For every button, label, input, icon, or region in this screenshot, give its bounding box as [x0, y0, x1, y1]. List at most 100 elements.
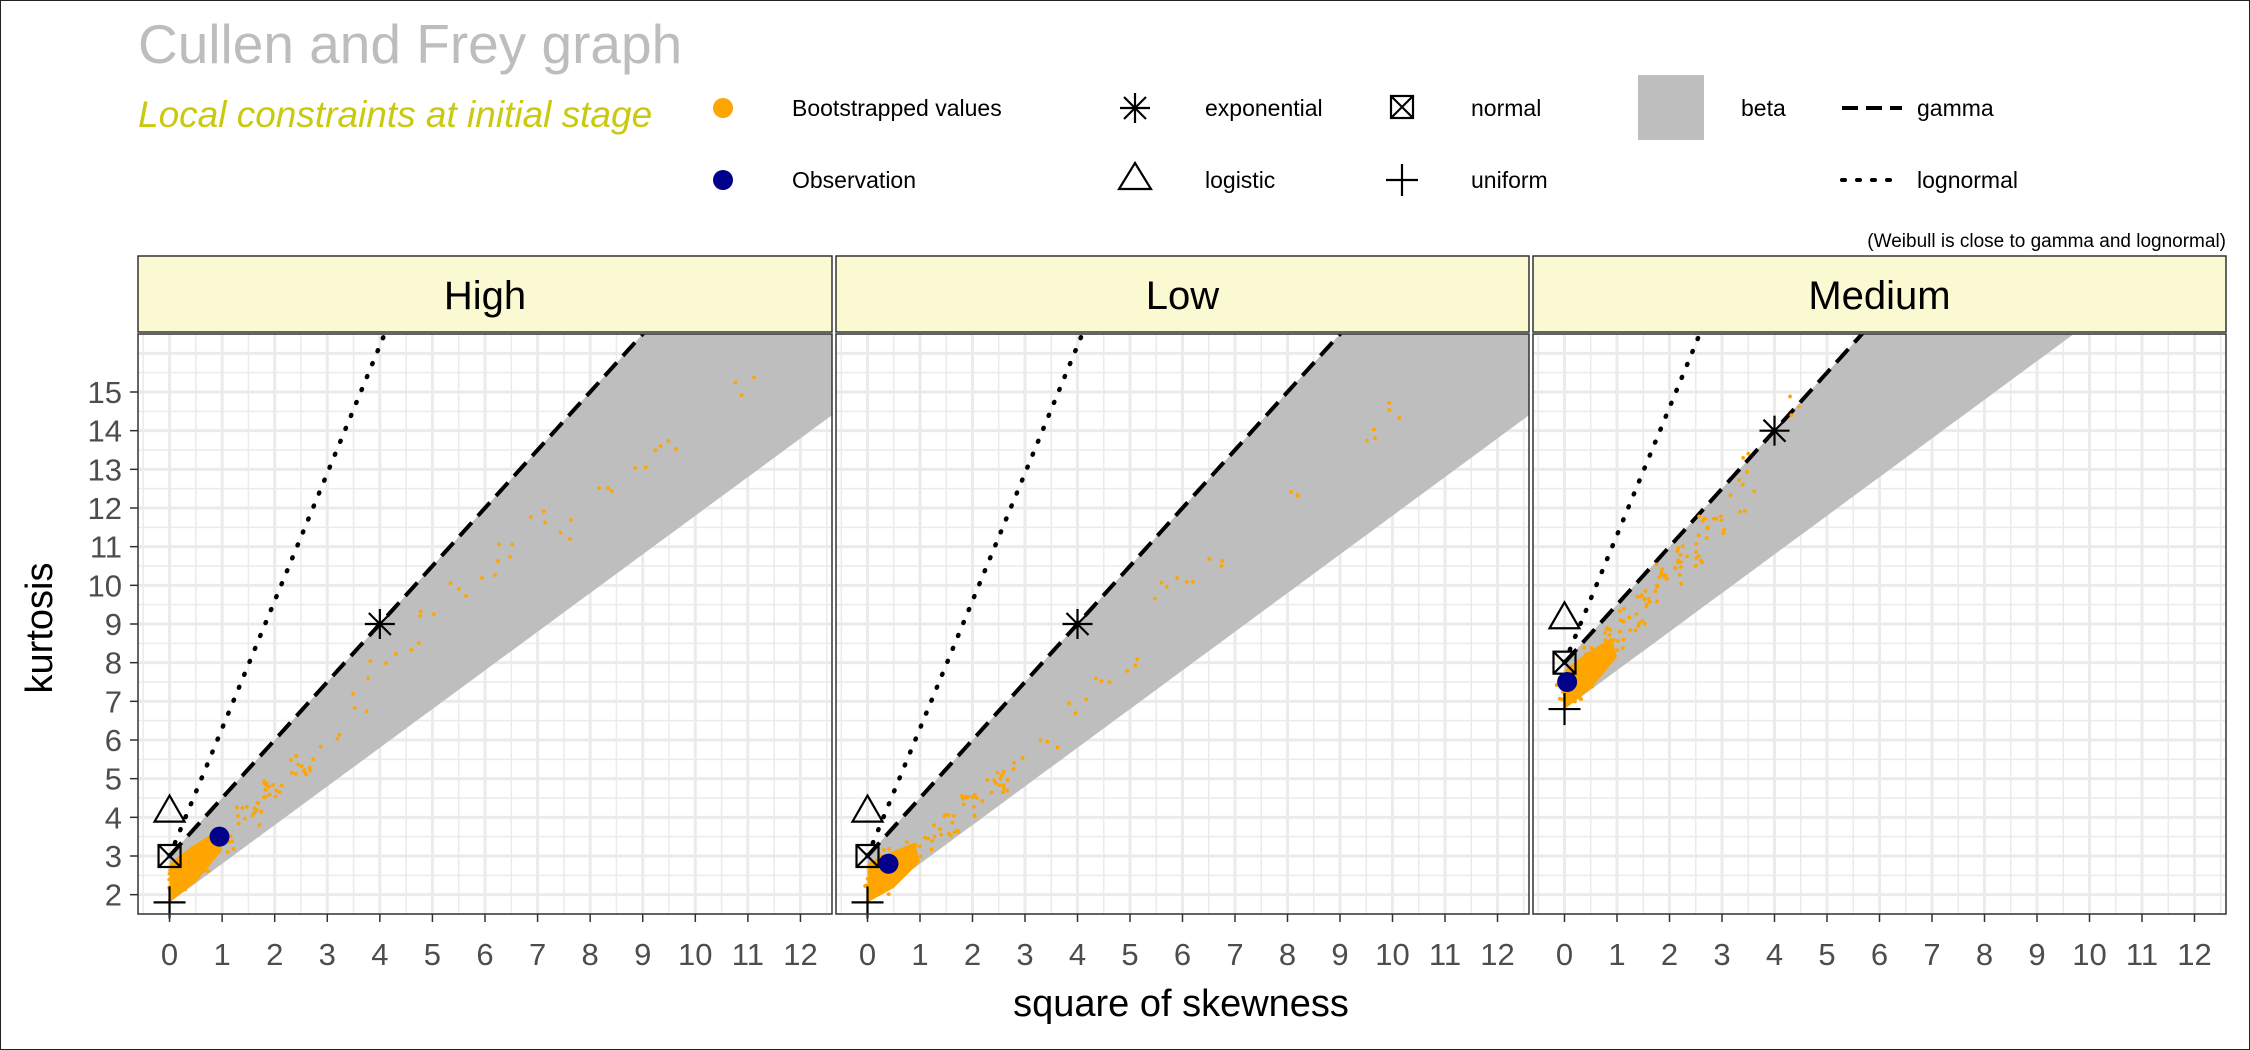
bootstrap-point: [970, 795, 975, 800]
bootstrap-point: [1584, 664, 1589, 668]
x-tick-label: 8: [1279, 937, 1296, 972]
bootstrap-point: [1627, 615, 1632, 620]
x-tick-label: 0: [859, 937, 876, 972]
bootstrap-point: [293, 771, 298, 776]
facet-strip: [835, 255, 1530, 333]
bootstrap-point: [1676, 546, 1681, 550]
bootstrap-point: [1636, 624, 1641, 629]
bootstrap-point: [871, 879, 876, 884]
bootstrap-point: [989, 790, 994, 795]
bootstrap-point: [906, 854, 910, 859]
bootstrap-point: [1001, 790, 1005, 795]
bootstrap-point: [1001, 783, 1006, 788]
bootstrap-point: [999, 773, 1004, 778]
bootstrap-point: [1567, 700, 1571, 704]
bootstrap-point: [943, 812, 948, 817]
x-tick-label: 0: [161, 937, 178, 972]
bootstrap-point: [959, 794, 964, 798]
x-tick-label: 9: [1331, 937, 1348, 972]
bootstrap-point: [882, 881, 887, 886]
bootstrap-point: [1628, 628, 1633, 633]
bootstrap-point: [1617, 609, 1622, 613]
bootstrap-point: [1005, 788, 1010, 793]
normal-legend-key: [1389, 94, 1415, 120]
bootstrap-point: [923, 835, 927, 840]
bootstrap-point: [932, 834, 937, 839]
x-tick-label: 4: [1069, 937, 1086, 972]
bootstrap-point: [186, 867, 191, 872]
bootstrap-point: [493, 573, 497, 577]
bootstrap-point: [1575, 687, 1580, 692]
observation-point: [209, 826, 230, 847]
bootstrap-point: [173, 882, 178, 886]
bootstrap-point: [311, 757, 316, 762]
beta-legend-key: [1638, 75, 1704, 140]
bootstrap-point: [337, 732, 342, 737]
bootstrap-point: [1694, 550, 1698, 554]
bootstrap-point: [448, 581, 453, 586]
bootstrap-point: [1603, 638, 1608, 642]
bootstrap-point: [972, 793, 977, 797]
bootstrap-point: [1590, 676, 1595, 681]
x-axis-title: square of skewness: [1013, 983, 1349, 1025]
bootstrap-point: [1647, 599, 1652, 604]
observation-point: [878, 853, 899, 874]
bootstrap-point: [905, 840, 909, 845]
facet-strip-label: Medium: [1808, 274, 1950, 318]
legend: Bootstrapped values Observation exponent…: [713, 75, 2018, 196]
legend-uniform-label: uniform: [1471, 167, 1548, 193]
bootstrap-point: [1220, 558, 1225, 563]
bootstrap-point: [918, 854, 923, 859]
bootstrap-point: [558, 530, 563, 535]
bootstrap-point: [896, 849, 900, 854]
bootstrap-point: [1002, 786, 1006, 791]
bootstrap-point: [203, 868, 208, 873]
bootstrap-point: [1738, 509, 1742, 514]
bootstrap-point: [184, 875, 188, 880]
bootstrap-point: [244, 804, 249, 809]
uniform-marker: [1548, 693, 1581, 726]
bootstrap-point: [1289, 489, 1293, 494]
legend-gamma-label: gamma: [1917, 95, 1994, 121]
observation-point: [1557, 672, 1578, 692]
bootstrap-point: [1663, 573, 1668, 578]
bootstrap-point: [335, 736, 340, 741]
bootstrap-point: [1746, 451, 1751, 456]
bootstrap-point: [1295, 494, 1300, 499]
bootstrap-point: [930, 839, 935, 843]
bootstrap-point: [946, 813, 951, 818]
bootstrap-point: [230, 839, 235, 843]
facet-strip: [1532, 255, 2227, 333]
bootstrap-point: [263, 787, 268, 792]
bootstrap-point: [1135, 657, 1140, 661]
bootstrap-point: [1752, 489, 1757, 494]
weibull-note: (Weibull is close to gamma and lognormal…: [1867, 231, 2226, 252]
y-tick-label: 14: [88, 414, 122, 449]
bootstrap-point: [1598, 662, 1602, 667]
beta-region: [169, 334, 832, 903]
bootstrap-point: [168, 868, 172, 873]
x-tick-label: 8: [1976, 937, 1993, 972]
bootstrap-point: [1679, 565, 1683, 569]
logistic-marker: [152, 793, 187, 823]
bootstrap-point: [167, 871, 172, 876]
bootstrap-point: [1159, 580, 1164, 585]
gamma-line: [1563, 334, 1865, 665]
bootstrap-point: [918, 844, 922, 849]
bootstrap-point: [508, 554, 512, 559]
bootstrap-point: [418, 609, 423, 614]
bootstrap-point: [1608, 647, 1613, 651]
chart-subtitle: Local constraints at initial stage: [138, 94, 652, 135]
x-tick-label: 4: [1766, 937, 1783, 972]
bootstrap-point: [1175, 576, 1180, 581]
bootstrap-point: [1722, 527, 1726, 532]
bootstrap-cloud: [169, 830, 223, 903]
bootstrap-point: [259, 809, 264, 814]
x-tick-label: 1: [911, 937, 928, 972]
bootstrap-point: [528, 515, 533, 519]
bootstrap-point: [985, 778, 990, 783]
bootstrap-point: [658, 443, 663, 448]
bootstrap-point: [1584, 652, 1589, 657]
